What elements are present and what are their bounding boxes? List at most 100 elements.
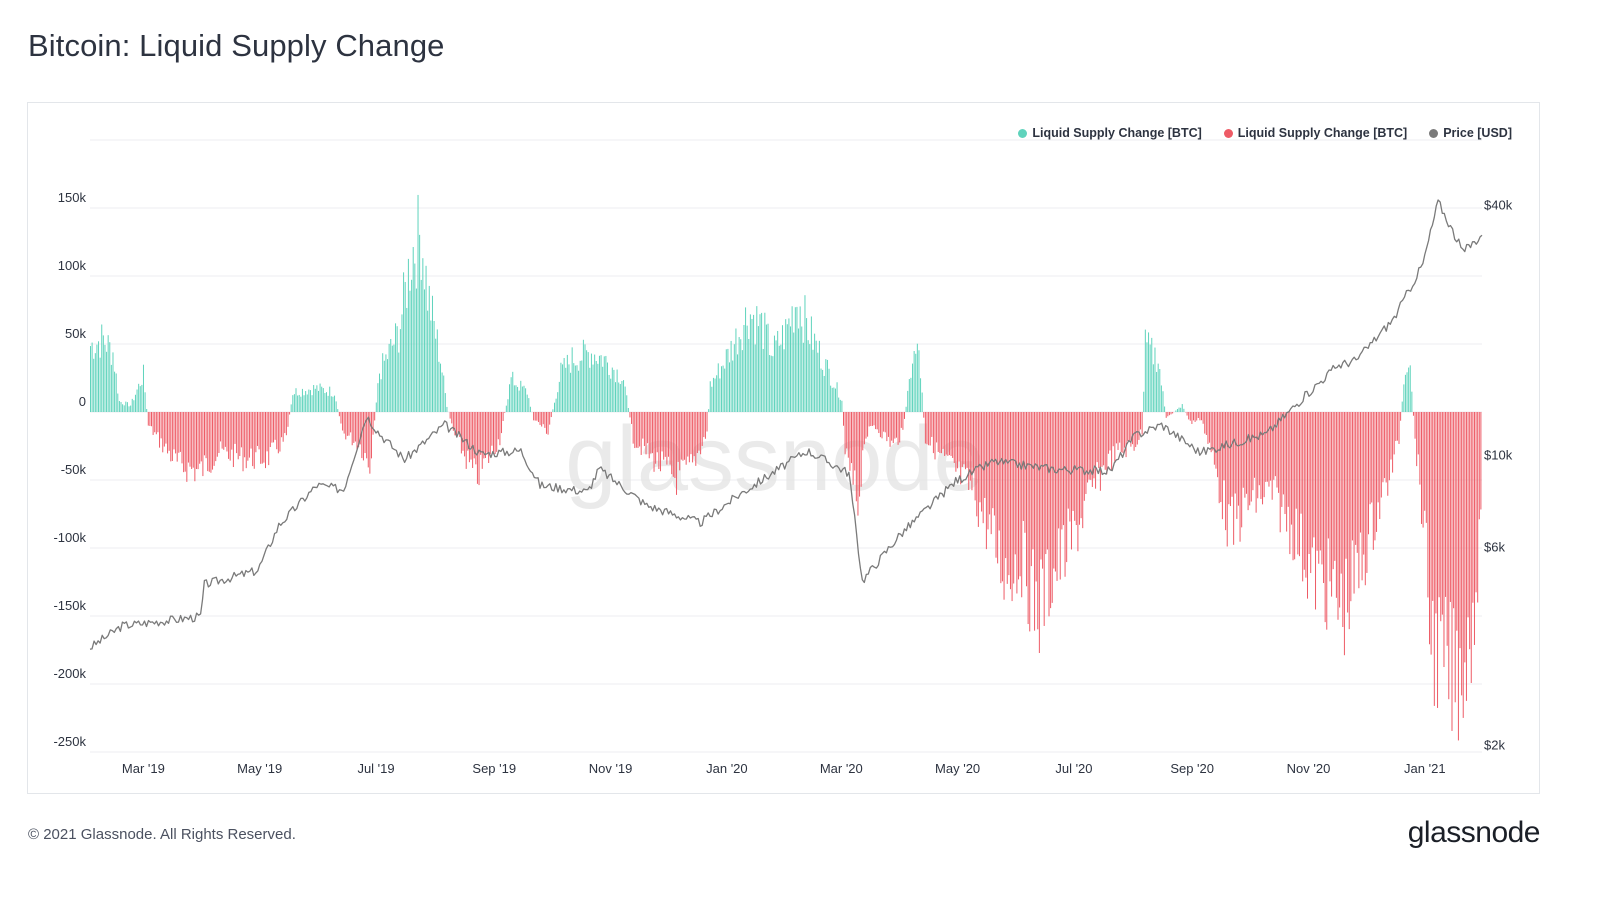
bar-positive (740, 339, 742, 412)
x-tick-label: Sep '19 (472, 761, 516, 776)
bar-positive (764, 312, 766, 412)
legend-item-supply-negative[interactable]: Liquid Supply Change [BTC] (1223, 126, 1407, 140)
bar-positive (746, 325, 748, 412)
bar-negative (669, 412, 671, 465)
bar-negative (216, 412, 218, 457)
bar-negative (1212, 412, 1214, 451)
bar-positive (712, 377, 714, 412)
bar-positive (330, 396, 332, 412)
bar-positive (412, 247, 414, 412)
y2-tick-label: $10k (1484, 447, 1513, 462)
bar-negative (345, 412, 347, 440)
bar-negative (1053, 412, 1055, 569)
x-tick-label: Jul '20 (1055, 761, 1092, 776)
bar-positive (507, 399, 509, 412)
bar-positive (110, 364, 112, 412)
bar-negative (676, 412, 678, 495)
bar-negative (467, 412, 469, 451)
bar-negative (1385, 412, 1387, 483)
bar-negative (663, 412, 665, 460)
bar-negative (687, 412, 689, 457)
bar-negative (1459, 412, 1461, 649)
bar-negative (224, 412, 226, 447)
bar-positive (814, 333, 816, 412)
bar-positive (96, 344, 98, 412)
bar-positive (403, 272, 405, 412)
bar-positive (427, 310, 429, 412)
bar-negative (194, 412, 196, 482)
bar-negative (1290, 412, 1292, 525)
bar-positive (1183, 408, 1185, 412)
bar-negative (1374, 412, 1376, 541)
bar-negative (1021, 412, 1023, 598)
bar-negative (342, 412, 344, 431)
bar-negative (936, 412, 938, 443)
bar-positive (512, 371, 514, 412)
bar-negative (242, 412, 244, 472)
bar-negative (642, 412, 644, 439)
bar-negative (489, 412, 491, 455)
bar-negative (1260, 412, 1262, 499)
bar-negative (981, 412, 983, 512)
bar-positive (1409, 365, 1411, 412)
bar-negative (635, 412, 637, 448)
bar-negative (1030, 412, 1032, 567)
legend-item-price[interactable]: Price [USD] (1429, 126, 1512, 140)
bar-negative (542, 412, 544, 425)
bar-positive (391, 345, 393, 412)
bar-negative (1051, 412, 1053, 603)
bar-negative (215, 412, 217, 462)
bar-negative (645, 412, 647, 455)
bar-positive (125, 401, 127, 412)
bar-negative (1034, 412, 1036, 631)
bar-negative (1115, 412, 1117, 444)
bar-positive (1143, 391, 1145, 412)
bar-negative (1140, 412, 1142, 430)
bar-negative (1141, 412, 1143, 435)
bar-negative (1202, 412, 1204, 424)
bar-negative (843, 412, 844, 426)
legend-item-supply-positive[interactable]: Liquid Supply Change [BTC] (1018, 126, 1202, 140)
bar-positive (523, 385, 525, 412)
bar-positive (133, 400, 135, 412)
bar-negative (236, 412, 238, 454)
bar-negative (1332, 412, 1334, 570)
bar-positive (722, 365, 724, 412)
bar-negative (1368, 412, 1370, 535)
bar-positive (600, 355, 602, 412)
bar-negative (358, 412, 360, 448)
bar-negative (1072, 412, 1074, 511)
bar-negative (1273, 412, 1275, 480)
bar-negative (195, 412, 197, 470)
bar-negative (648, 412, 650, 459)
bar-negative (637, 412, 639, 448)
bar-negative (457, 412, 459, 434)
bar-negative (1042, 412, 1044, 569)
bar-positive (313, 385, 315, 412)
bar-negative (1257, 412, 1259, 499)
bar-positive (1159, 369, 1161, 412)
bar-negative (1315, 412, 1317, 610)
bar-negative (284, 412, 286, 434)
bar-negative (1000, 412, 1002, 584)
bar-negative (1289, 412, 1291, 555)
bar-negative (969, 412, 971, 481)
bar-positive (144, 392, 146, 412)
bar-negative (478, 412, 480, 486)
bar-negative (904, 412, 906, 419)
bar-negative (886, 412, 888, 442)
bar-negative (1282, 412, 1284, 495)
bar-positive (820, 368, 822, 412)
bar-negative (899, 412, 901, 443)
bar-positive (817, 352, 819, 412)
bar-positive (98, 341, 100, 412)
bar-negative (1005, 412, 1007, 559)
bar-negative (1318, 412, 1320, 564)
bar-positive (738, 337, 740, 412)
bar-negative (664, 412, 666, 457)
bar-negative (1297, 412, 1299, 555)
bar-negative (1095, 412, 1097, 489)
bar-positive (126, 402, 128, 412)
x-tick-label: Jan '21 (1404, 761, 1446, 776)
bar-positive (603, 356, 605, 412)
